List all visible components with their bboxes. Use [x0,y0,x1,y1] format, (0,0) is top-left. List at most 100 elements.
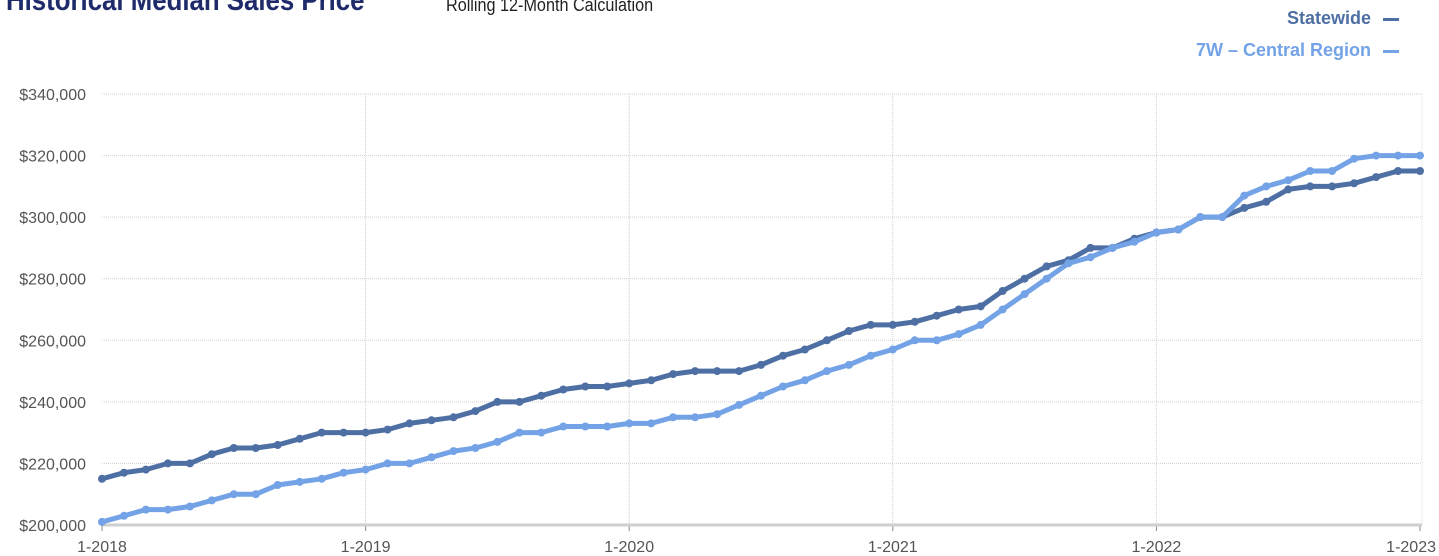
data-point-central-region [229,490,238,499]
data-point-central-region [1262,182,1271,191]
data-point-statewide [669,370,678,379]
data-point-statewide [888,320,897,329]
data-point-central-region [559,422,568,431]
data-point-central-region [449,447,458,456]
grid-lines [102,93,1423,525]
data-point-statewide [1372,173,1381,182]
x-tick-label: 1-2022 [1131,539,1181,556]
y-tick-label: $240,000 [19,395,86,412]
data-point-central-region [163,505,172,514]
axes: $200,000 $220,000 $240,000 $260,000 $280,000… [19,87,1436,556]
data-point-central-region [603,422,612,431]
data-point-central-region [98,517,106,526]
data-point-central-region [1196,213,1205,222]
data-point-central-region [120,511,128,520]
data-point-statewide [779,351,787,360]
data-point-statewide [822,336,831,345]
data-point-central-region [954,330,963,339]
data-point-statewide [735,367,743,376]
data-point-statewide [757,360,765,369]
data-point-statewide [207,450,216,459]
data-point-statewide [163,459,172,468]
data-point-statewide [361,428,370,437]
data-point-statewide [493,397,502,406]
y-tick-label: $280,000 [19,272,86,289]
data-point-statewide [1328,182,1337,191]
data-point-central-region [691,413,700,422]
data-point-statewide [1262,197,1271,206]
data-point-statewide [427,416,436,425]
data-point-central-region [207,496,216,505]
chart-subtitle: Rolling 12-Month Calculation [446,0,654,15]
data-point-statewide [339,428,348,437]
data-point-central-region [888,345,897,354]
data-point-central-region [910,336,919,345]
data-point-statewide [471,407,480,416]
legend-item-statewide: Statewide [1196,6,1399,38]
data-point-statewide [251,444,260,452]
data-point-statewide [954,305,963,314]
data-point-central-region [427,453,436,462]
y-tick-label: $260,000 [19,333,86,350]
data-point-statewide [185,459,194,468]
legend-label-central-region: 7W – Central Region [1195,40,1371,60]
data-point-statewide [98,474,106,483]
x-tick-label: 1-2020 [604,539,654,556]
data-point-statewide [317,428,326,437]
data-point-central-region [1284,176,1293,185]
x-tick-label: 1-2019 [341,539,391,556]
data-point-central-region [1064,259,1073,268]
data-point-statewide [800,345,809,354]
data-point-statewide [1086,243,1095,252]
y-tick-label: $300,000 [19,210,86,227]
data-point-central-region [1086,253,1095,262]
data-point-central-region [757,391,765,400]
data-point-central-region [1350,154,1359,163]
data-point-statewide [844,327,853,335]
data-point-statewide [559,385,568,394]
legend-label-statewide: Statewide [1286,8,1371,28]
y-tick-label: $200,000 [19,518,86,535]
data-point-statewide [581,382,590,391]
data-point-statewide [141,465,150,474]
data-point-central-region [822,367,831,376]
data-point-central-region [1108,243,1117,252]
data-point-central-region [251,490,260,499]
data-point-central-region [1020,290,1029,299]
data-point-central-region [932,336,941,345]
y-tick-label: $320,000 [19,149,86,166]
data-point-statewide [603,382,612,391]
data-point-central-region [1416,151,1424,160]
data-point-statewide [1042,262,1051,271]
data-point-central-region [735,400,743,409]
data-point-central-region [405,459,414,468]
data-point-statewide [1416,167,1424,175]
legend-item-central-region: 7W – Central Region [1196,38,1399,70]
data-point-statewide [647,376,656,385]
data-point-central-region [1328,167,1337,175]
data-point-central-region [1174,225,1183,234]
data-point-statewide [625,379,634,388]
data-point-statewide [713,367,722,376]
data-point-statewide [1350,179,1359,188]
data-point-central-region [1306,167,1315,175]
data-point-central-region [976,320,985,329]
data-point-statewide [1394,167,1402,175]
data-point-central-region [625,419,634,428]
data-point-central-region [141,505,150,514]
data-point-statewide [1240,203,1249,212]
legend-swatch-statewide [1383,17,1399,21]
data-point-central-region [185,502,194,511]
data-point-central-region [713,410,722,419]
data-point-central-region [339,468,348,477]
data-point-central-region [383,459,392,468]
x-tick-label: 1-2021 [868,539,918,556]
data-point-statewide [515,397,524,406]
data-point-central-region [779,382,787,391]
data-point-statewide [1020,274,1029,283]
x-tick-label: 1-2023 [1386,539,1436,556]
data-point-statewide [976,302,985,311]
data-point-statewide [383,425,392,434]
legend-swatch-central-region [1383,49,1399,53]
